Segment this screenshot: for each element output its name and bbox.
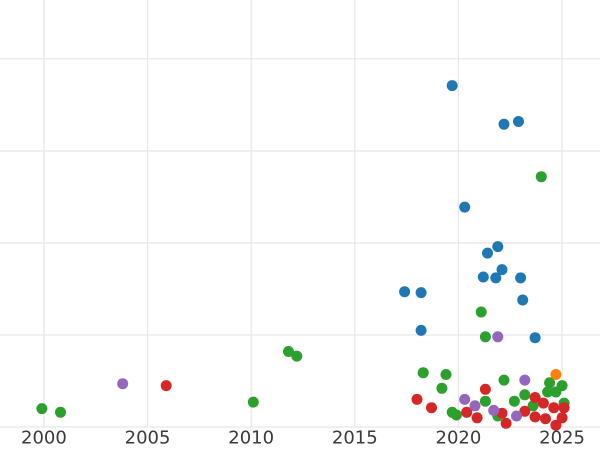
data-point-green (544, 377, 556, 389)
data-point-green (436, 382, 448, 394)
data-point-green (283, 346, 294, 357)
data-point-green (519, 389, 531, 401)
data-point-blue (415, 287, 427, 299)
data-point-blue (492, 241, 504, 253)
data-point-purple (488, 404, 500, 416)
data-point-red (471, 412, 483, 424)
x-tick-label: 2025 (539, 427, 585, 448)
data-point-purple (492, 331, 504, 343)
data-point-green (450, 409, 462, 421)
data-point-purple (469, 400, 481, 412)
data-point-blue (517, 294, 529, 306)
data-point-red (540, 413, 551, 425)
data-point-blue (513, 116, 524, 127)
data-point-green (498, 374, 510, 386)
data-point-red (529, 392, 541, 403)
data-point-green (542, 386, 554, 398)
data-point-red (411, 393, 423, 405)
data-point-green (508, 395, 520, 407)
data-point-red (496, 407, 508, 419)
data-point-blue (482, 247, 493, 259)
data-point-green (440, 369, 452, 380)
data-point-red (519, 405, 531, 417)
data-point-blue (496, 264, 508, 276)
data-point-blue (477, 271, 489, 283)
x-tick-label: 2005 (125, 427, 171, 448)
data-point-green (527, 400, 539, 412)
data-point-green (535, 171, 547, 183)
data-point-purple (511, 410, 522, 422)
data-point-purple (459, 393, 471, 405)
data-point-blue (490, 272, 502, 284)
data-point-red (479, 383, 491, 395)
data-point-green (247, 396, 259, 408)
data-point-red (550, 419, 562, 431)
data-point-orange (550, 369, 562, 380)
data-point-blue (399, 286, 411, 298)
data-point-green (475, 306, 487, 318)
data-point-blue (415, 324, 427, 336)
data-point-blue (459, 201, 471, 213)
data-point-red (461, 406, 473, 418)
data-point-blue (446, 80, 458, 92)
data-point-green (479, 331, 491, 343)
data-point-purple (117, 378, 129, 390)
data-point-green (479, 395, 491, 407)
x-tick-label: 2010 (228, 427, 274, 448)
data-point-red (556, 412, 568, 424)
data-point-blue (515, 272, 527, 284)
data-point-red (548, 402, 560, 414)
data-point-green (556, 380, 568, 392)
data-point-red (160, 380, 172, 392)
x-tick-label: 2020 (436, 427, 482, 448)
data-point-green (291, 350, 303, 362)
data-point-green (417, 367, 429, 379)
x-tick-label: 2015 (332, 427, 378, 448)
x-tick-label: 2000 (21, 427, 67, 448)
data-point-red (426, 402, 437, 414)
data-point-purple (519, 374, 531, 386)
data-point-green (36, 403, 48, 415)
data-point-red (537, 397, 549, 409)
data-point-red (500, 417, 512, 429)
data-point-blue (498, 118, 510, 130)
data-point-red (529, 411, 541, 423)
data-point-green (55, 406, 66, 418)
data-point-blue (529, 332, 541, 344)
data-point-red (558, 402, 570, 414)
